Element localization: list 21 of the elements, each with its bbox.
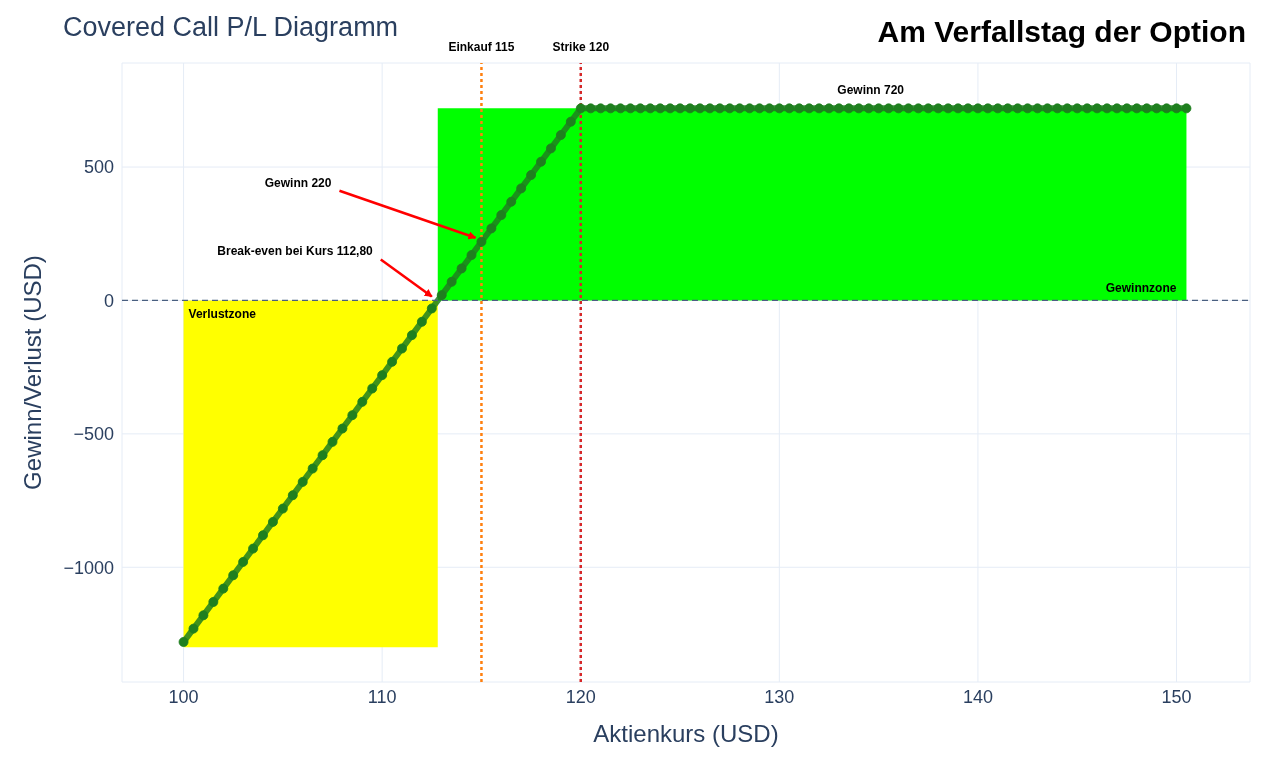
ref-line-label: Strike 120 <box>552 40 610 54</box>
y-tick-label: 0 <box>103 290 114 311</box>
y-tick-label: −1000 <box>63 557 114 578</box>
annotation: Gewinnzone <box>1105 281 1177 296</box>
annotation: Break-even bei Kurs 112,80 <box>217 244 374 259</box>
y-axis-title: Gewinn/Verlust (USD) <box>18 255 46 490</box>
x-tick-label: 120 <box>565 686 596 707</box>
y-tick-label: 500 <box>83 157 114 178</box>
x-tick-label: 110 <box>367 686 397 707</box>
chart-subtitle: Am Verfallstag der Option <box>877 15 1246 48</box>
annotation: Verlustzone <box>188 307 257 322</box>
x-tick-label: 150 <box>1161 686 1192 707</box>
x-tick-label: 140 <box>962 686 993 707</box>
x-tick-label: 130 <box>764 686 795 707</box>
chart-title: Covered Call P/L Diagramm <box>63 12 399 42</box>
x-tick-label: 100 <box>168 686 199 707</box>
annotation: Gewinn 720 <box>837 83 905 98</box>
x-axis-title: Aktienkurs (USD) <box>593 720 779 747</box>
y-tick-label: −500 <box>73 424 114 445</box>
ref-line-label: Einkauf 115 <box>448 40 515 54</box>
annotation: Gewinn 220 <box>264 175 332 190</box>
